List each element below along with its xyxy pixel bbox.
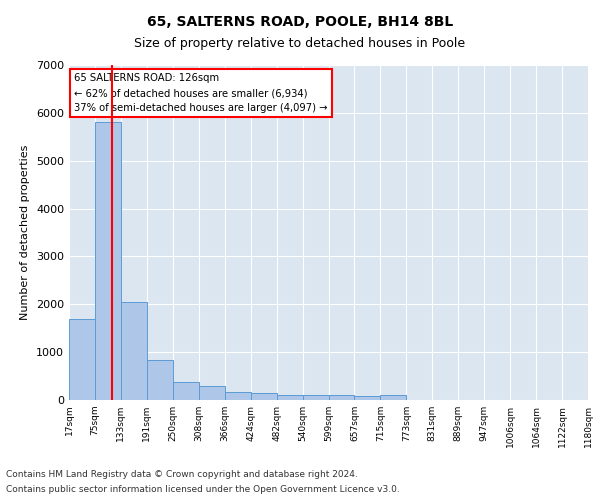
Y-axis label: Number of detached properties: Number of detached properties — [20, 145, 31, 320]
Bar — [199, 386, 224, 400]
Bar — [380, 395, 406, 400]
Bar — [225, 392, 251, 400]
Bar — [147, 360, 173, 400]
Text: Contains public sector information licensed under the Open Government Licence v3: Contains public sector information licen… — [6, 485, 400, 494]
Text: 65 SALTERNS ROAD: 126sqm
← 62% of detached houses are smaller (6,934)
37% of sem: 65 SALTERNS ROAD: 126sqm ← 62% of detach… — [74, 74, 328, 113]
Text: Size of property relative to detached houses in Poole: Size of property relative to detached ho… — [134, 38, 466, 51]
Bar — [302, 395, 329, 400]
Bar — [329, 396, 355, 400]
Bar — [173, 382, 199, 400]
Text: 65, SALTERNS ROAD, POOLE, BH14 8BL: 65, SALTERNS ROAD, POOLE, BH14 8BL — [147, 15, 453, 29]
Bar — [69, 318, 95, 400]
Bar — [121, 302, 147, 400]
Bar — [95, 122, 121, 400]
Bar — [277, 394, 302, 400]
Text: Contains HM Land Registry data © Crown copyright and database right 2024.: Contains HM Land Registry data © Crown c… — [6, 470, 358, 479]
Bar — [251, 392, 277, 400]
Bar — [355, 396, 380, 400]
